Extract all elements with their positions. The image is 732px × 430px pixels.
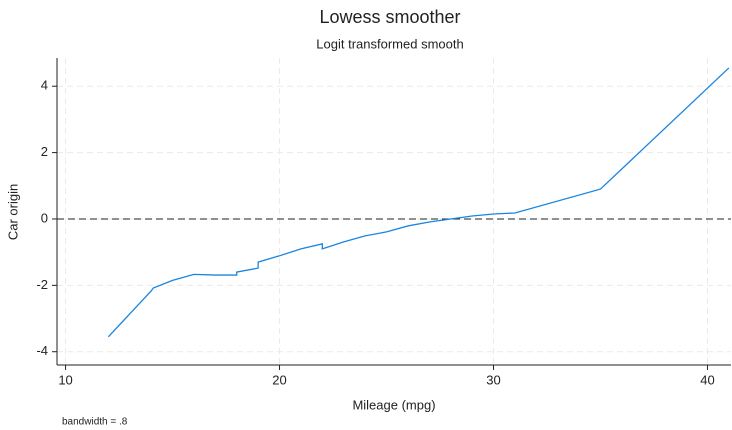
line xyxy=(107,67,730,338)
x-tick-label: 30 xyxy=(486,372,500,387)
y-tick-label: -2 xyxy=(36,277,48,292)
y-tick-label: -4 xyxy=(36,343,48,358)
chart-subtitle: Logit transformed smooth xyxy=(316,36,463,51)
x-tick-label: 20 xyxy=(272,372,286,387)
y-tick-label: 0 xyxy=(41,210,48,225)
y-tick-label: 2 xyxy=(41,144,48,159)
x-axis-label: Mileage (mpg) xyxy=(352,397,435,412)
note: bandwidth = .8 xyxy=(62,417,128,428)
x-tick-label: 40 xyxy=(700,372,714,387)
y-tick-label: 4 xyxy=(41,78,48,93)
chart-title: Lowess smoother xyxy=(319,7,460,27)
x-tick-label: 10 xyxy=(58,372,72,387)
y-axis-label: Car origin xyxy=(5,184,20,240)
